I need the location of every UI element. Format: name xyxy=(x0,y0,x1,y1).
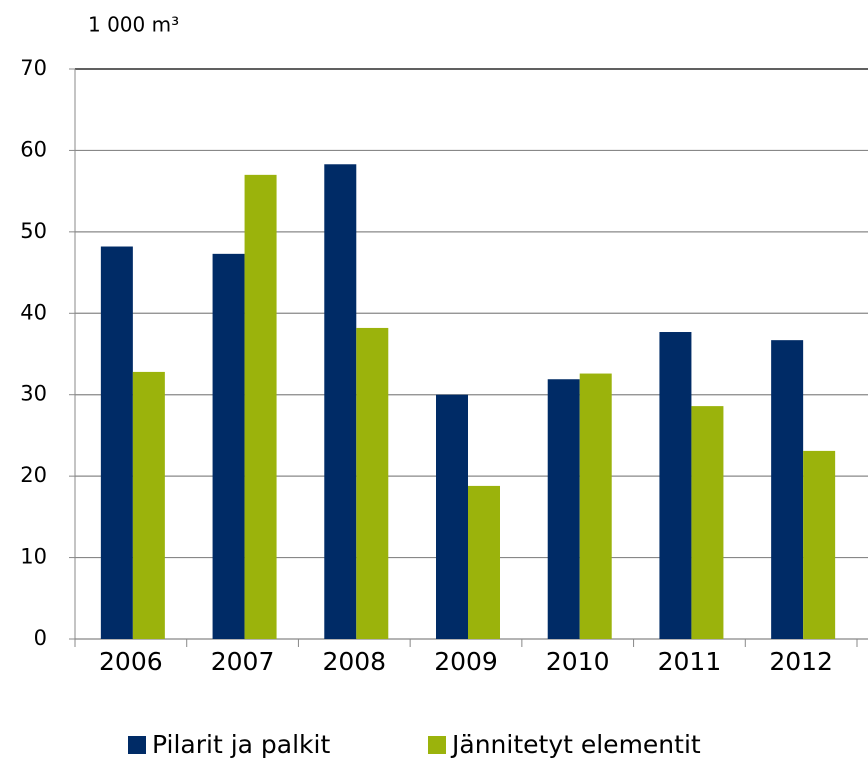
legend-swatch xyxy=(428,736,446,754)
y-tick-label: 0 xyxy=(34,626,47,650)
bar xyxy=(244,174,277,639)
y-tick-label: 50 xyxy=(20,219,47,243)
x-tick-label: 2006 xyxy=(99,647,163,676)
y-tick-label: 40 xyxy=(20,300,47,324)
bar xyxy=(100,246,133,639)
bar xyxy=(691,406,724,639)
y-tick-label: 60 xyxy=(20,137,47,161)
y-tick-label: 70 xyxy=(20,56,47,80)
bar xyxy=(803,450,836,639)
legend-swatch xyxy=(128,736,146,754)
y-axis-label: 1 000 m³ xyxy=(88,13,179,37)
bar xyxy=(659,332,692,639)
bar xyxy=(324,164,357,639)
bar xyxy=(547,379,580,639)
bar xyxy=(132,371,165,639)
y-tick-label: 20 xyxy=(20,463,47,487)
bar xyxy=(212,253,245,640)
bar xyxy=(579,373,612,639)
legend-label: Pilarit ja palkit xyxy=(152,730,330,759)
legend-label: Jännitetyt elementit xyxy=(450,730,701,759)
x-tick-label: 2010 xyxy=(546,647,610,676)
x-tick-label: 2009 xyxy=(434,647,498,676)
bar xyxy=(356,327,389,639)
x-tick-label: 2007 xyxy=(211,647,275,676)
bar xyxy=(436,394,468,639)
x-tick-label: 2008 xyxy=(322,647,386,676)
bar xyxy=(771,340,804,639)
y-tick-label: 30 xyxy=(20,382,47,406)
x-tick-label: 2012 xyxy=(769,647,833,676)
y-tick-label: 10 xyxy=(20,545,47,569)
x-tick-label: 2011 xyxy=(658,647,722,676)
bar xyxy=(468,485,500,639)
